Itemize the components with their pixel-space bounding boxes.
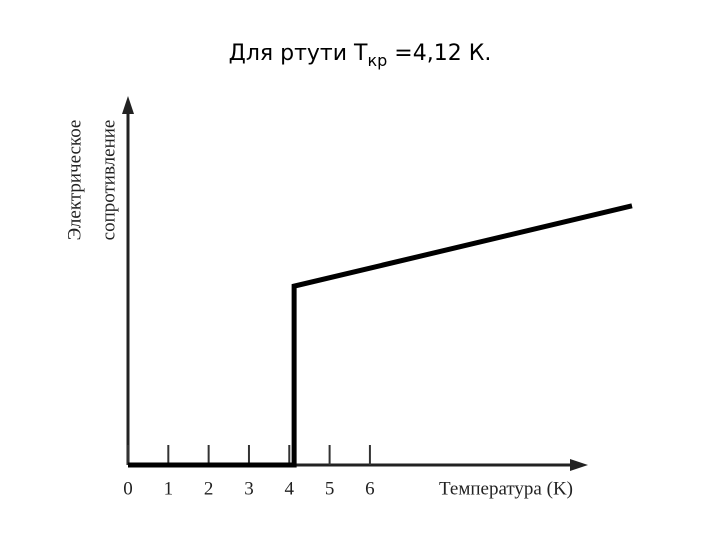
x-arrow bbox=[570, 459, 588, 471]
x-tick-label: 5 bbox=[325, 478, 335, 499]
chart-title: Для ртути Tкр =4,12 К. bbox=[229, 41, 492, 70]
title-main: Для ртути T bbox=[229, 41, 368, 66]
line bbox=[128, 203, 633, 468]
x-tick-label: 1 bbox=[164, 478, 174, 499]
x-tick-label: 6 bbox=[365, 478, 375, 499]
x-tick-label: 0 bbox=[123, 478, 133, 499]
x-label: Температура (K) bbox=[439, 478, 573, 499]
title-subscript: кр bbox=[367, 51, 387, 70]
y-arrow bbox=[122, 96, 134, 114]
x-tick-label: 2 bbox=[204, 478, 214, 499]
x-tick-label: 3 bbox=[244, 478, 254, 499]
y-label: сопротивление bbox=[98, 120, 119, 241]
title-suffix: =4,12 К. bbox=[387, 41, 491, 66]
y-label: Электрическое bbox=[64, 120, 85, 241]
x-tick-label: 4 bbox=[285, 478, 295, 499]
